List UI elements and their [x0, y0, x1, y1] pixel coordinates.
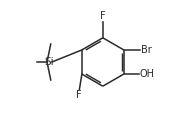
Text: Br: Br [141, 45, 152, 55]
Text: F: F [100, 11, 106, 21]
Text: OH: OH [140, 69, 155, 79]
Text: Si: Si [45, 57, 54, 67]
Text: F: F [76, 90, 82, 100]
